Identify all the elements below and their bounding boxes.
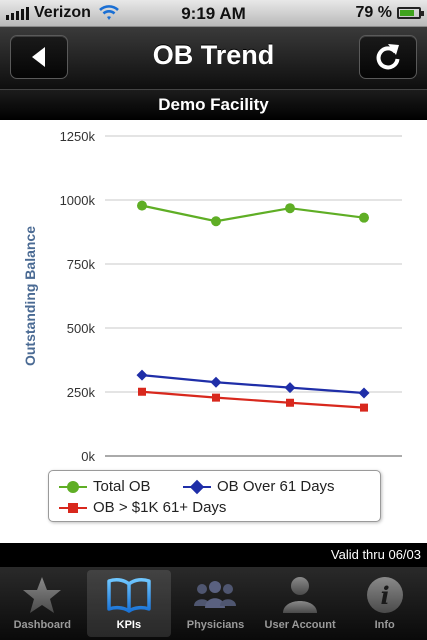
tab-label: User Account: [264, 619, 336, 631]
y-axis-label: Outstanding Balance: [22, 226, 38, 366]
back-arrow-icon: [32, 47, 45, 67]
legend-item-total-ob: Total OB: [59, 478, 151, 495]
series-line: [141, 390, 365, 409]
y-tick-label: 750k: [67, 257, 96, 272]
tab-user-account[interactable]: User Account: [258, 567, 343, 640]
data-point: [284, 382, 296, 394]
data-point: [137, 200, 147, 211]
battery-percent: 79 %: [355, 4, 392, 21]
refresh-icon: [376, 44, 400, 70]
status-bar: Verizon 9:19 AM 79 %: [0, 0, 427, 27]
valid-thru-label: Valid thru 06/03: [0, 543, 427, 567]
tab-physicians[interactable]: Physicians: [173, 567, 258, 640]
refresh-button[interactable]: [359, 35, 417, 79]
tab-label: Info: [374, 619, 395, 631]
tab-bar: Dashboard KPIs Physicians User Account: [0, 567, 427, 640]
chart-legend: Total OB OB Over 61 Days OB > $1K 61+ Da…: [48, 470, 381, 522]
svg-text:i: i: [380, 581, 389, 610]
data-point: [211, 216, 221, 227]
y-tick-label: 1000k: [60, 193, 96, 208]
series-line: [141, 204, 365, 223]
data-point: [210, 376, 222, 388]
facility-header: Demo Facility: [0, 89, 427, 120]
legend-label: OB > $1K 61+ Days: [93, 499, 227, 516]
data-point: [286, 398, 294, 407]
y-tick-label: 250k: [67, 385, 96, 400]
ob-trend-chart: 0k 250k 500k 750k 1000k 1250k Outstanding Bala…: [22, 129, 402, 464]
y-tick-label: 500k: [67, 321, 96, 336]
tab-label: KPIs: [116, 619, 142, 631]
tab-info[interactable]: i Info: [342, 567, 427, 640]
data-point: [138, 387, 146, 396]
data-point: [359, 212, 369, 223]
battery-group: 79 %: [355, 4, 424, 22]
data-point: [358, 387, 370, 399]
data-point: [285, 203, 295, 214]
wifi-icon: [99, 5, 119, 20]
tab-dashboard[interactable]: Dashboard: [0, 567, 85, 640]
series-line: [141, 374, 365, 395]
back-button[interactable]: [10, 35, 68, 79]
navigation-bar: OB Trend: [0, 27, 427, 89]
legend-label: Total OB: [93, 478, 151, 495]
legend-item-ob-over-61: OB Over 61 Days: [183, 478, 335, 495]
tab-kpis[interactable]: KPIs: [86, 570, 172, 637]
y-tick-label: 1250k: [60, 129, 96, 144]
tab-label: Dashboard: [13, 619, 72, 631]
signal-icon: [6, 6, 29, 20]
legend-item-ob-1k-61: OB > $1K 61+ Days: [59, 499, 226, 516]
tab-label: Physicians: [186, 619, 245, 631]
carrier-name: Verizon: [34, 4, 91, 21]
data-point: [360, 403, 368, 412]
carrier-group: Verizon: [6, 4, 119, 22]
book-icon: [107, 578, 151, 613]
info-icon: i: [366, 577, 403, 613]
battery-icon: [397, 7, 424, 19]
group-icon: [194, 581, 237, 608]
clock: 9:19 AM: [181, 4, 246, 23]
star-icon: [23, 577, 62, 613]
y-tick-label: 0k: [81, 449, 95, 464]
person-icon: [283, 577, 318, 613]
page-title: OB Trend: [152, 40, 275, 70]
legend-label: OB Over 61 Days: [217, 478, 335, 495]
data-point: [136, 369, 148, 381]
data-point: [212, 393, 220, 402]
